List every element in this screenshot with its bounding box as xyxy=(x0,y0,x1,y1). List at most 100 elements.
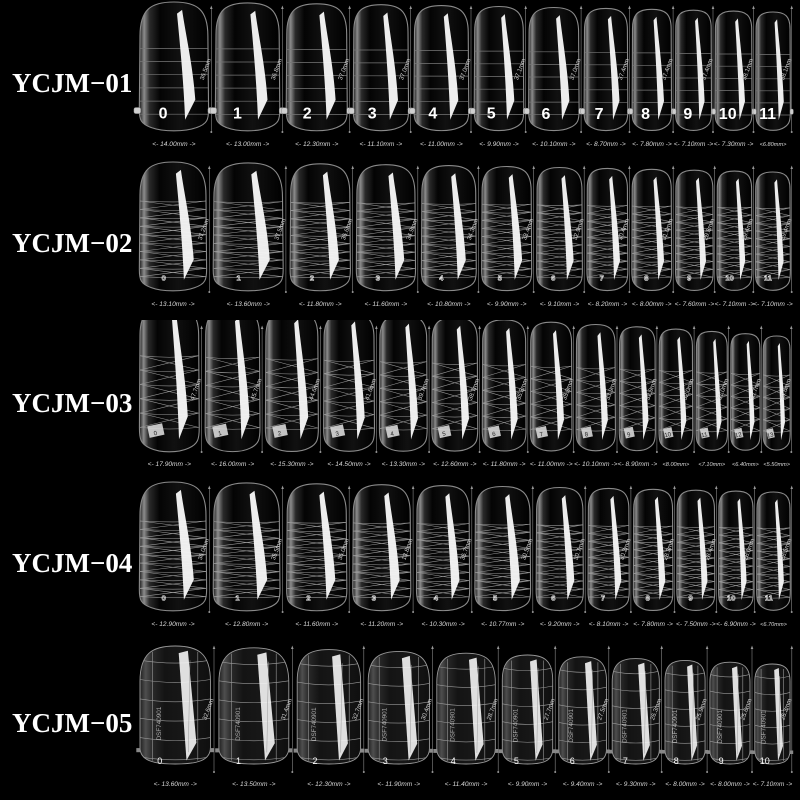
svg-text:<- 15.30mm ->: <- 15.30mm -> xyxy=(270,461,313,468)
svg-text:<- 8.00mm ->: <- 8.00mm -> xyxy=(665,781,705,788)
svg-text:9: 9 xyxy=(683,106,692,123)
svg-text:<6.80mm>: <6.80mm> xyxy=(760,142,787,148)
svg-text:DSF740901: DSF740901 xyxy=(449,708,456,742)
svg-text:DSF740901: DSF740901 xyxy=(382,707,389,741)
svg-text:5: 5 xyxy=(498,273,502,282)
svg-text:8: 8 xyxy=(646,594,650,603)
svg-text:<- 8.90mm ->: <- 8.90mm -> xyxy=(618,461,658,468)
svg-text:<- 10.30mm ->: <- 10.30mm -> xyxy=(421,621,464,628)
svg-text:3: 3 xyxy=(383,756,388,766)
svg-text:6: 6 xyxy=(570,756,575,766)
svg-text:<- 11.80mm ->: <- 11.80mm -> xyxy=(483,461,526,468)
svg-text:<- 10.10mm ->: <- 10.10mm -> xyxy=(574,461,617,468)
svg-text:11: 11 xyxy=(765,594,773,603)
svg-text:4: 4 xyxy=(451,756,456,766)
svg-text:<- 11.00mm ->: <- 11.00mm -> xyxy=(530,461,573,468)
svg-text:7: 7 xyxy=(595,106,604,123)
svg-text:<- 10.80mm ->: <- 10.80mm -> xyxy=(427,301,470,308)
svg-text:10: 10 xyxy=(725,274,733,283)
svg-text:1: 1 xyxy=(237,273,241,282)
svg-text:DSF740901: DSF740901 xyxy=(672,709,679,743)
svg-text:<- 12.60mm ->: <- 12.60mm -> xyxy=(433,461,476,468)
svg-text:<- 11.80mm ->: <- 11.80mm -> xyxy=(299,301,342,308)
svg-text:<- 8.00mm ->: <- 8.00mm -> xyxy=(632,301,672,308)
svg-text:DSF740901: DSF740901 xyxy=(311,707,318,741)
svg-text:5: 5 xyxy=(487,106,496,123)
svg-text:10: 10 xyxy=(727,594,735,603)
svg-text:4: 4 xyxy=(428,106,437,123)
svg-text:<- 14.00mm ->: <- 14.00mm -> xyxy=(152,141,195,148)
svg-text:2: 2 xyxy=(312,756,317,766)
svg-text:7: 7 xyxy=(601,594,605,603)
svg-text:DSF740901: DSF740901 xyxy=(717,709,724,743)
svg-text:<- 11.60mm ->: <- 11.60mm -> xyxy=(365,301,408,308)
svg-text:<- 7.10mm ->: <- 7.10mm -> xyxy=(715,301,755,308)
svg-text:<6.40mm>: <6.40mm> xyxy=(732,462,759,468)
svg-text:5: 5 xyxy=(493,593,497,602)
svg-text:<5.50mm>: <5.50mm> xyxy=(763,462,790,468)
svg-text:<- 9.10mm ->: <- 9.10mm -> xyxy=(540,301,580,308)
svg-text:9: 9 xyxy=(689,594,693,603)
svg-text:<8.00mm>: <8.00mm> xyxy=(663,462,690,468)
svg-text:<- 17.90mm ->: <- 17.90mm -> xyxy=(148,461,191,468)
svg-text:<- 13.50mm ->: <- 13.50mm -> xyxy=(232,781,275,788)
svg-text:<- 7.10mm ->: <- 7.10mm -> xyxy=(674,141,714,148)
svg-text:2: 2 xyxy=(306,593,310,602)
svg-text:<- 14.50mm ->: <- 14.50mm -> xyxy=(327,461,370,468)
svg-text:DSF740901: DSF740901 xyxy=(760,710,767,744)
svg-text:<- 8.20mm ->: <- 8.20mm -> xyxy=(588,301,628,308)
svg-text:<- 7.80mm ->: <- 7.80mm -> xyxy=(632,141,672,148)
svg-text:<- 13.60mm ->: <- 13.60mm -> xyxy=(227,301,270,308)
svg-text:11: 11 xyxy=(759,106,776,123)
svg-text:2: 2 xyxy=(310,273,314,282)
svg-text:3: 3 xyxy=(376,273,380,282)
svg-text:DSF740901: DSF740901 xyxy=(156,706,163,740)
svg-text:<- 8.70mm ->: <- 8.70mm -> xyxy=(586,141,626,148)
svg-text:<- 13.00mm ->: <- 13.00mm -> xyxy=(226,141,269,148)
svg-text:<- 12.90mm ->: <- 12.90mm -> xyxy=(151,621,194,628)
svg-text:7: 7 xyxy=(600,274,604,283)
svg-text:<- 12.80mm ->: <- 12.80mm -> xyxy=(225,621,268,628)
svg-text:2: 2 xyxy=(303,106,312,123)
svg-text:3: 3 xyxy=(372,593,376,602)
svg-text:5: 5 xyxy=(514,756,519,766)
svg-text:DSF740901: DSF740901 xyxy=(621,709,628,743)
svg-text:<- 9.90mm ->: <- 9.90mm -> xyxy=(508,781,548,788)
svg-text:YCJM−04: YCJM−04 xyxy=(12,548,132,578)
svg-text:<- 11.90mm ->: <- 11.90mm -> xyxy=(377,781,420,788)
svg-text:<- 6.90mm ->: <- 6.90mm -> xyxy=(716,621,756,628)
svg-text:DSF740901: DSF740901 xyxy=(235,707,242,741)
svg-text:<- 10.10mm ->: <- 10.10mm -> xyxy=(532,141,575,148)
svg-text:YCJM−02: YCJM−02 xyxy=(12,228,132,258)
svg-text:0: 0 xyxy=(162,593,166,602)
svg-text:7: 7 xyxy=(623,756,628,766)
svg-text:<- 12.30mm ->: <- 12.30mm -> xyxy=(295,141,338,148)
svg-text:<- 9.20mm ->: <- 9.20mm -> xyxy=(540,621,580,628)
svg-text:0: 0 xyxy=(157,756,162,766)
svg-text:8: 8 xyxy=(644,274,648,283)
svg-text:<- 10.77mm ->: <- 10.77mm -> xyxy=(481,621,524,628)
svg-text:<- 7.30mm ->: <- 7.30mm -> xyxy=(714,141,754,148)
svg-text:<- 8.10mm ->: <- 8.10mm -> xyxy=(589,621,629,628)
svg-text:<- 9.90mm ->: <- 9.90mm -> xyxy=(487,301,527,308)
svg-text:1: 1 xyxy=(236,756,241,766)
svg-text:DSF740901: DSF740901 xyxy=(512,708,519,742)
svg-text:YCJM−01: YCJM−01 xyxy=(12,68,132,98)
svg-text:0: 0 xyxy=(162,273,166,282)
svg-text:<- 11.20mm ->: <- 11.20mm -> xyxy=(360,621,403,628)
svg-text:<- 11.40mm ->: <- 11.40mm -> xyxy=(445,781,488,788)
svg-text:<- 16.00mm ->: <- 16.00mm -> xyxy=(211,461,254,468)
svg-text:YCJM−03: YCJM−03 xyxy=(12,388,132,418)
svg-text:6: 6 xyxy=(551,594,555,603)
svg-text:YCJM−05: YCJM−05 xyxy=(12,708,132,738)
svg-text:9: 9 xyxy=(687,274,691,283)
svg-text:<- 11.00mm ->: <- 11.00mm -> xyxy=(420,141,463,148)
svg-text:6: 6 xyxy=(551,274,555,283)
svg-text:<- 8.00mm ->: <- 8.00mm -> xyxy=(710,781,750,788)
svg-text:6: 6 xyxy=(541,106,550,123)
svg-text:<- 9.40mm ->: <- 9.40mm -> xyxy=(563,781,603,788)
svg-text:<- 13.60mm ->: <- 13.60mm -> xyxy=(154,781,197,788)
svg-text:<- 13.10mm ->: <- 13.10mm -> xyxy=(151,301,194,308)
svg-text:3: 3 xyxy=(368,106,377,123)
svg-text:<- 11.60mm ->: <- 11.60mm -> xyxy=(295,621,338,628)
